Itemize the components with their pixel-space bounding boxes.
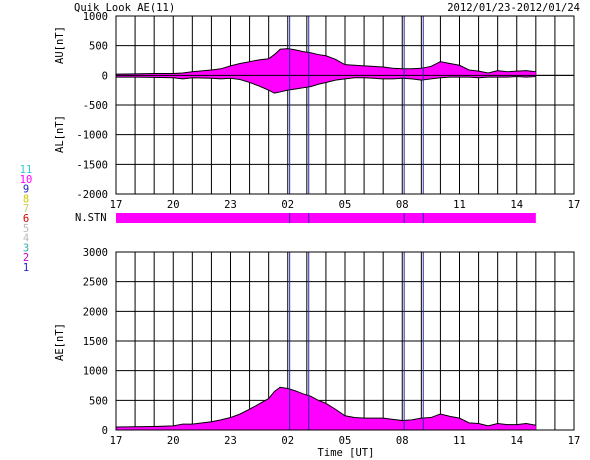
station-legend-item: 8 bbox=[23, 193, 29, 205]
x-tick-label: 08 bbox=[396, 199, 409, 211]
station-bar-fill bbox=[116, 213, 536, 223]
station-legend-item: 10 bbox=[20, 174, 33, 186]
y-tick-label: -500 bbox=[83, 100, 108, 112]
au-area bbox=[116, 48, 536, 76]
x-tick-label: 23 bbox=[224, 199, 237, 211]
station-legend-item: 9 bbox=[23, 184, 29, 196]
station-legend-item: 1 bbox=[23, 262, 29, 274]
station-legend-item: 11 bbox=[20, 164, 33, 176]
plot-frame bbox=[115, 251, 575, 431]
y-tick-label: 500 bbox=[89, 395, 108, 407]
al-line bbox=[116, 76, 536, 94]
station-legend-item: 4 bbox=[23, 233, 29, 245]
x-tick-label: 02 bbox=[281, 199, 294, 211]
station-count-bar bbox=[116, 213, 536, 223]
x-tick-label: 17 bbox=[568, 435, 581, 447]
station-legend-item: 3 bbox=[23, 242, 29, 254]
au-axis-label: AU[nT] bbox=[54, 26, 66, 64]
plot-frame bbox=[115, 15, 575, 195]
x-tick-label: 17 bbox=[110, 199, 123, 211]
x-tick-label: 20 bbox=[167, 435, 180, 447]
y-tick-label: -1000 bbox=[76, 130, 108, 142]
ae-line bbox=[115, 386, 536, 428]
x-tick-label: 23 bbox=[224, 435, 237, 447]
x-tick-label: 11 bbox=[453, 435, 466, 447]
x-tick-label: 05 bbox=[339, 435, 352, 447]
x-tick-label: 14 bbox=[510, 199, 523, 211]
y-tick-label: 0 bbox=[102, 425, 108, 437]
y-tick-label: 1000 bbox=[83, 366, 108, 378]
x-tick-label: 17 bbox=[568, 199, 581, 211]
ae-axis-label: AE[nT] bbox=[54, 323, 66, 361]
date-range: 2012/01/23-2012/01/24 bbox=[447, 2, 580, 14]
x-tick-label: 02 bbox=[281, 435, 294, 447]
x-tick-label: 20 bbox=[167, 199, 180, 211]
x-tick-label: 05 bbox=[339, 199, 352, 211]
station-legend-item: 6 bbox=[23, 213, 29, 225]
y-tick-label: 0 bbox=[102, 70, 108, 82]
y-tick-label: 500 bbox=[89, 41, 108, 53]
y-tick-label: 3000 bbox=[83, 247, 108, 259]
y-tick-label: 1000 bbox=[83, 11, 108, 23]
ae-area bbox=[116, 387, 536, 430]
x-tick-label: 11 bbox=[453, 199, 466, 211]
station-legend-item: 5 bbox=[23, 223, 29, 235]
y-tick-label: 2000 bbox=[83, 306, 108, 318]
y-tick-label: -1500 bbox=[76, 159, 108, 171]
au-line bbox=[115, 48, 536, 75]
y-tick-label: 1500 bbox=[83, 336, 108, 348]
y-tick-label: 2500 bbox=[83, 277, 108, 289]
station-legend-item: 7 bbox=[23, 203, 29, 215]
al-axis-label: AL[nT] bbox=[54, 115, 66, 153]
x-tick-label: 14 bbox=[510, 435, 523, 447]
x-tick-label: 08 bbox=[396, 435, 409, 447]
station-bar-label: N.STN bbox=[75, 212, 107, 224]
station-legend-item: 2 bbox=[23, 252, 29, 264]
x-tick-label: 17 bbox=[110, 435, 123, 447]
chart-title: Quik Look AE(11) bbox=[74, 2, 175, 14]
time-axis-label: Time [UT] bbox=[318, 447, 375, 459]
y-tick-label: -2000 bbox=[76, 189, 108, 201]
